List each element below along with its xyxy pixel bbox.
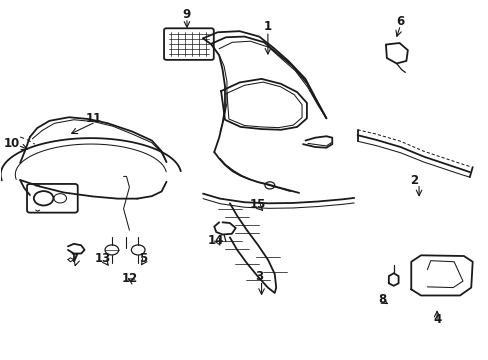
Text: 1: 1 — [264, 20, 271, 33]
Text: 13: 13 — [95, 252, 111, 265]
Text: 15: 15 — [249, 198, 266, 211]
Text: 7: 7 — [70, 252, 78, 265]
Text: 9: 9 — [183, 8, 191, 21]
Text: 12: 12 — [122, 272, 138, 285]
Text: 14: 14 — [207, 234, 224, 247]
Text: 11: 11 — [85, 112, 101, 125]
Text: 2: 2 — [409, 174, 417, 186]
Text: 5: 5 — [139, 252, 147, 265]
Text: 8: 8 — [377, 293, 386, 306]
Text: 6: 6 — [396, 15, 404, 28]
Text: 10: 10 — [3, 137, 20, 150]
Text: 4: 4 — [432, 312, 440, 326]
Text: 3: 3 — [255, 270, 263, 283]
